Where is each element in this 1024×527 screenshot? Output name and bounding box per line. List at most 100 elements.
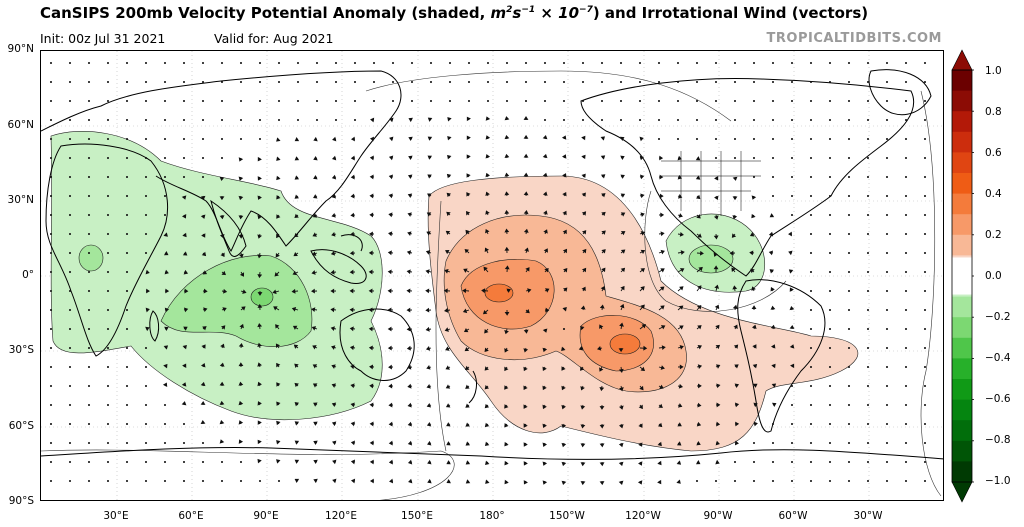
lat-label-90s: 90°S: [8, 495, 34, 507]
wind-vector-head: [789, 324, 795, 329]
wind-vector-head: [713, 252, 719, 257]
wind-vector: [904, 422, 908, 426]
wind-vector: [809, 137, 813, 141]
wind-vector-head: [462, 308, 468, 314]
wind-vector-head: [714, 284, 720, 289]
wind-vector: [144, 479, 148, 483]
wind-vector-head: [446, 441, 451, 446]
wind-vector-head: [219, 196, 225, 201]
wind-vector-head: [389, 136, 394, 142]
wind-vector: [144, 137, 148, 141]
wind-vector-head: [661, 345, 666, 350]
wind-vector-head: [313, 155, 318, 161]
wind-vector: [106, 99, 110, 103]
wind-vector-head: [695, 194, 701, 200]
wind-vector-head: [463, 268, 468, 273]
wind-vector-head: [523, 172, 529, 177]
wind-vector: [600, 118, 604, 122]
wind-vector-head: [201, 344, 206, 349]
wind-vector-head: [257, 458, 262, 464]
wind-vector-head: [313, 459, 318, 465]
wind-vector: [505, 61, 509, 65]
wind-vector-head: [445, 403, 451, 408]
wind-vector: [106, 460, 110, 464]
wind-vector: [752, 156, 756, 160]
wind-vector-head: [331, 421, 337, 427]
wind-vector: [828, 346, 832, 350]
wind-vector: [733, 137, 737, 141]
wind-vector: [847, 365, 851, 369]
wind-vector: [847, 118, 851, 122]
wind-vector-head: [291, 306, 297, 312]
wind-vector-head: [311, 270, 316, 275]
lon-label-60e: 60°E: [178, 510, 204, 522]
wind-vector: [87, 251, 91, 255]
wind-vector-head: [543, 229, 548, 234]
wind-vector-head: [350, 402, 355, 408]
wind-vector: [182, 156, 186, 160]
wind-vector-head: [407, 402, 412, 408]
colorbar-min-arrow: [951, 481, 973, 503]
wind-vector-head: [504, 134, 510, 140]
wind-vector-head: [257, 381, 262, 387]
wind-vector: [68, 365, 72, 369]
wind-vector-head: [481, 288, 486, 294]
wind-vector-head: [257, 362, 262, 367]
wind-vector-head: [749, 232, 755, 237]
wind-vector-head: [599, 481, 605, 486]
wind-vector: [677, 326, 682, 330]
wind-vector-head: [561, 154, 567, 159]
wind-vector-head: [466, 154, 471, 159]
wind-vector-head: [407, 231, 412, 236]
wind-vector: [866, 403, 870, 407]
wind-vector-head: [523, 461, 528, 466]
wind-vector-head: [750, 268, 755, 274]
wind-vector-head: [697, 325, 702, 330]
wind-vector-head: [660, 268, 665, 273]
wind-vector: [752, 460, 756, 464]
wind-vector-head: [657, 479, 662, 485]
wind-vector-head: [294, 232, 299, 238]
wind-vector: [828, 403, 832, 407]
wind-vector-head: [485, 460, 490, 465]
wind-vector-head: [562, 191, 567, 197]
wind-vector-head: [562, 287, 568, 292]
wind-vector: [657, 137, 661, 141]
wind-vector-head: [311, 288, 315, 294]
wind-vector-head: [446, 460, 451, 465]
wind-vector: [49, 194, 53, 198]
wind-vector: [847, 403, 851, 407]
wind-vector-head: [618, 424, 624, 429]
wind-vector-head: [659, 155, 664, 161]
wind-vector-head: [542, 404, 547, 410]
wind-vector-head: [580, 462, 586, 467]
wind-vector: [639, 366, 643, 370]
wind-vector: [49, 365, 53, 369]
wind-vector: [866, 270, 870, 274]
wind-vector: [106, 118, 110, 122]
wind-vector: [677, 251, 682, 254]
wind-vector: [353, 80, 357, 84]
wind-vector-head: [238, 253, 244, 259]
wind-vector: [866, 175, 870, 179]
wind-vector: [809, 270, 813, 274]
wind-vector: [68, 327, 72, 331]
wind-vector-head: [388, 231, 393, 237]
wind-vector: [866, 479, 870, 483]
wind-vector-head: [581, 192, 586, 197]
colorbar-label-0.0: 0.0: [985, 270, 1002, 282]
wind-vector-head: [734, 402, 740, 408]
wind-vector: [543, 61, 547, 65]
wind-vector-head: [238, 176, 244, 181]
wind-vector-head: [387, 307, 392, 313]
wind-vector-head: [485, 172, 491, 178]
wind-vector-head: [580, 325, 585, 331]
wind-vector: [125, 118, 129, 122]
wind-vector: [828, 460, 832, 464]
wind-vector-head: [466, 192, 471, 197]
wind-vector-head: [734, 440, 739, 446]
wind-vector: [733, 80, 737, 84]
valid-time: Valid for: Aug 2021: [214, 31, 334, 46]
wind-vector-head: [715, 364, 721, 369]
wind-vector: [543, 118, 547, 122]
